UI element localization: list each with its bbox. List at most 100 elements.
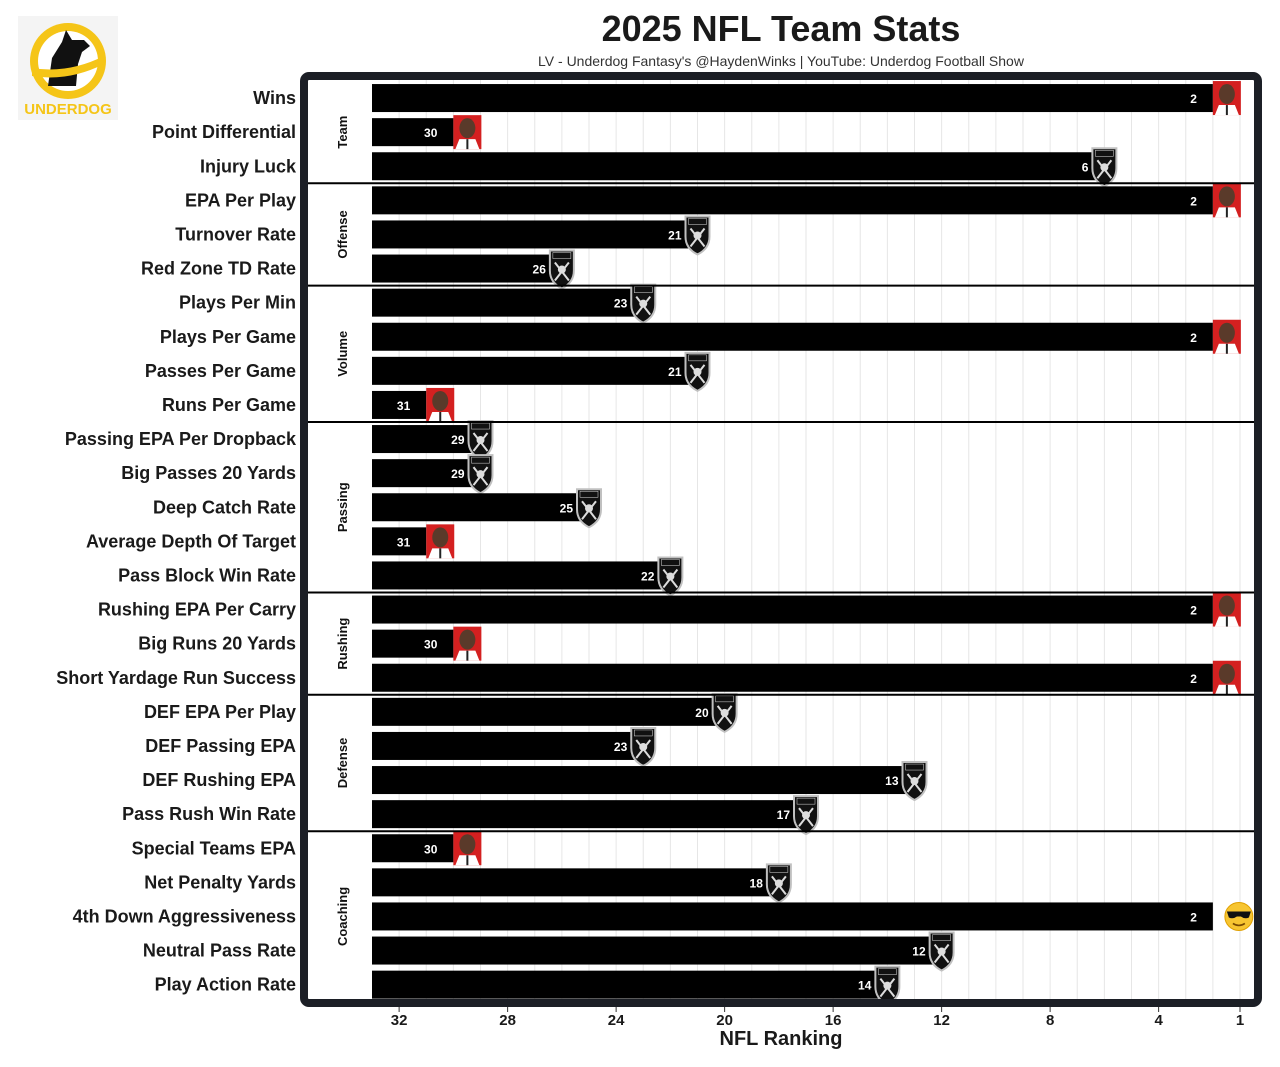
red-face-marker (1212, 183, 1241, 218)
row-plays-per-min: Plays Per Min 23 (179, 283, 657, 324)
category-label: Big Runs 20 Yards (138, 634, 296, 654)
row-runs-per-game: Runs Per Game 31 (162, 387, 455, 422)
group-label: Volume (335, 331, 350, 377)
row-play-action-rate: Play Action Rate 14 (155, 965, 901, 1006)
data-label: 2 (1190, 331, 1197, 345)
bar (372, 186, 1213, 215)
bar (372, 152, 1105, 181)
row-neutral-pass-rate: Neutral Pass Rate 12 (143, 931, 955, 972)
row-special-teams-epa: Special Teams EPA 30 (132, 831, 482, 866)
row-passing-epa-per-dropback: Passing EPA Per Dropback 29 (65, 420, 494, 461)
x-tick-label: 32 (391, 1012, 408, 1029)
group-label: Coaching (335, 887, 350, 946)
bar (372, 288, 644, 317)
category-label: DEF EPA Per Play (144, 702, 296, 722)
bar (372, 527, 427, 556)
plot-frame (300, 72, 1262, 1007)
category-label: Neutral Pass Rate (143, 941, 296, 961)
data-label: 31 (397, 399, 411, 413)
raiders-shield-marker (576, 488, 602, 529)
row-passes-per-game: Passes Per Game 21 (145, 351, 711, 392)
data-label: 6 (1082, 160, 1089, 174)
group-coaching: Special Teams EPA 30 Net Penalty Yards 18 4t… (73, 831, 1254, 1006)
chart-subtitle: LV - Underdog Fantasy's @HaydenWinks | Y… (538, 53, 1024, 69)
data-label: 23 (614, 297, 628, 311)
red-face-marker (426, 387, 455, 422)
category-label: Plays Per Min (179, 293, 296, 313)
row-big-passes-20-yards: Big Passes 20 Yards 29 (121, 454, 494, 495)
group-label: Offense (335, 210, 350, 258)
data-label: 2 (1190, 604, 1197, 618)
red-face-marker (1212, 660, 1241, 695)
x-axis-label: NFL Ranking (719, 1028, 843, 1050)
category-label: DEF Passing EPA (145, 736, 296, 756)
row-big-runs-20-yards: Big Runs 20 Yards 30 (138, 626, 482, 661)
sunglasses-emoji-marker (1224, 901, 1254, 931)
data-label: 18 (750, 876, 764, 890)
row-pass-rush-win-rate: Pass Rush Win Rate 17 (122, 795, 819, 836)
data-label: 2 (1190, 194, 1197, 208)
group-label: Passing (335, 482, 350, 532)
category-label: Deep Catch Rate (153, 497, 296, 517)
row-wins: Wins 2 (253, 81, 1241, 116)
data-label: 30 (424, 638, 438, 652)
row-average-depth-of-target: Average Depth Of Target 31 (86, 524, 455, 559)
data-label: 26 (533, 263, 547, 277)
bar (372, 459, 481, 488)
data-label: 20 (695, 706, 709, 720)
bar (372, 254, 562, 283)
row-def-passing-epa: DEF Passing EPA 23 (145, 726, 657, 768)
x-tick-label: 28 (499, 1012, 516, 1029)
x-tick-label: 20 (716, 1012, 733, 1029)
data-label: 2 (1190, 910, 1197, 924)
row-def-rushing-epa: DEF Rushing EPA 13 (142, 761, 928, 802)
raiders-shield-marker (711, 692, 738, 733)
raiders-shield-marker (901, 761, 928, 802)
raiders-shield-marker (657, 556, 684, 597)
raiders-shield-marker (630, 283, 657, 324)
bar (372, 84, 1213, 113)
group-label: Defense (335, 738, 350, 789)
row-point-differential: Point Differential 30 (152, 115, 482, 150)
bar (372, 663, 1213, 692)
raiders-shield-marker (630, 726, 657, 768)
bar (372, 118, 454, 147)
category-label: Injury Luck (200, 156, 297, 176)
category-label: Passes Per Game (145, 361, 296, 381)
row-pass-block-win-rate: Pass Block Win Rate 22 (118, 556, 684, 597)
category-label: Special Teams EPA (132, 838, 296, 858)
red-face-marker (453, 115, 482, 150)
group-offense: EPA Per Play 2 Turnover Rate 21 Red Zone TD … (141, 183, 1241, 290)
bar (372, 936, 942, 965)
bar (372, 595, 1213, 624)
category-label: Red Zone TD Rate (141, 259, 296, 279)
bar (372, 425, 481, 454)
x-tick-label: 16 (825, 1012, 842, 1029)
data-label: 2 (1190, 672, 1197, 686)
raiders-shield-marker (684, 215, 711, 256)
row-deep-catch-rate: Deep Catch Rate 25 (153, 488, 602, 529)
category-label: Short Yardage Run Success (56, 668, 296, 688)
x-tick-label: 1 (1236, 1012, 1244, 1029)
red-face-marker (1212, 319, 1241, 354)
raiders-shield-marker (765, 863, 792, 904)
bar (372, 561, 671, 590)
bar (372, 970, 888, 999)
category-label: DEF Rushing EPA (142, 770, 296, 790)
data-label: 13 (885, 774, 899, 788)
category-label: Big Passes 20 Yards (121, 463, 296, 483)
row-turnover-rate: Turnover Rate 21 (175, 215, 711, 256)
category-label: Plays Per Game (160, 327, 296, 347)
row-short-yardage-run-success: Short Yardage Run Success 2 (56, 660, 1241, 695)
raiders-shield-marker (467, 454, 494, 495)
category-label: Average Depth Of Target (86, 531, 296, 551)
category-label: Net Penalty Yards (144, 872, 296, 892)
row-net-penalty-yards: Net Penalty Yards 18 (144, 863, 792, 904)
grid-lines (398, 80, 1241, 999)
bar (372, 766, 915, 795)
category-label: Runs Per Game (162, 395, 296, 415)
group-team: Wins 2 Point Differential 30 Injury Luck 6 (152, 81, 1241, 188)
x-tick-label: 24 (608, 1012, 625, 1029)
bar (372, 629, 454, 658)
